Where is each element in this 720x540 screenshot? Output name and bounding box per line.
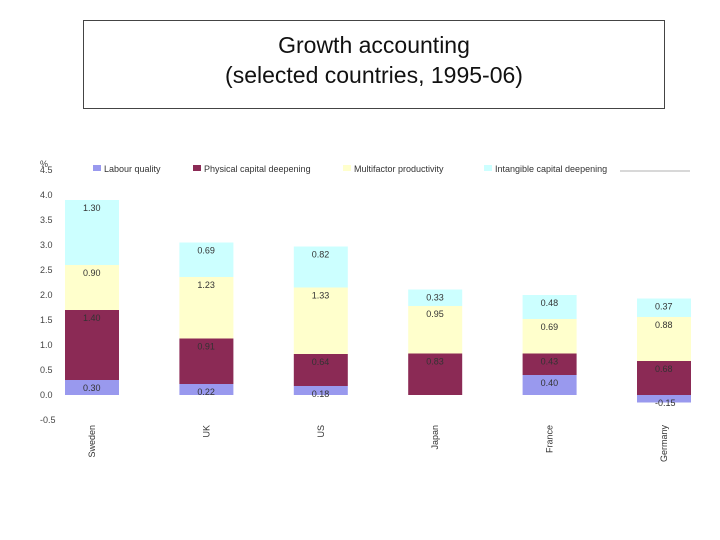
y-tick-label: 2.0 — [40, 290, 53, 300]
data-label: 0.40 — [541, 378, 559, 388]
bar-segment — [293, 354, 348, 386]
data-label: 1.30 — [83, 203, 101, 213]
y-tick-label: 4.5 — [40, 165, 53, 175]
bar-segment — [522, 295, 577, 319]
bar-segment — [637, 361, 691, 395]
legend-swatch — [484, 165, 492, 171]
data-label: 0.18 — [312, 389, 330, 399]
data-label: 1.23 — [197, 280, 215, 290]
chart-title: Growth accounting — [278, 32, 470, 58]
data-label: 0.48 — [541, 298, 559, 308]
category-label: Sweden — [87, 425, 97, 458]
data-label: 0.88 — [655, 320, 673, 330]
data-label: 0.68 — [655, 364, 673, 374]
bar-segment — [179, 338, 234, 384]
y-tick-label: 0.5 — [40, 365, 53, 375]
bar-segment — [522, 319, 577, 354]
data-label: 0.83 — [426, 357, 444, 367]
y-axis-label: % — [40, 159, 48, 169]
bar-segment — [179, 277, 234, 339]
data-label: 0.33 — [426, 293, 444, 303]
legend-swatch — [343, 165, 351, 171]
bar-segment — [65, 380, 119, 395]
data-label: 0.43 — [541, 357, 559, 367]
data-label: 0.82 — [312, 250, 330, 260]
category-label: Germany — [659, 425, 669, 463]
bar-segment — [637, 298, 691, 317]
y-tick-label: 1.5 — [40, 315, 53, 325]
y-tick-label: 3.0 — [40, 240, 53, 250]
chart-subtitle: (selected countries, 1995-06) — [225, 62, 523, 88]
legend-label: Labour quality — [104, 164, 161, 174]
y-tick-label: 3.5 — [40, 215, 53, 225]
data-label: 0.91 — [197, 342, 215, 352]
bar-segment — [65, 265, 119, 310]
data-label: 0.64 — [312, 357, 330, 367]
y-tick-label: 0.0 — [40, 390, 53, 400]
bar-segment — [179, 384, 234, 395]
data-label: 0.37 — [655, 302, 673, 312]
category-label: Japan — [430, 425, 440, 450]
legend-swatch — [93, 165, 101, 171]
bar-segment — [293, 246, 348, 288]
data-label: 1.40 — [83, 313, 101, 323]
data-label: 0.90 — [83, 268, 101, 278]
bar-segment — [637, 317, 691, 361]
data-label: 0.69 — [541, 322, 559, 332]
category-label: UK — [201, 425, 211, 438]
y-tick-label: 1.0 — [40, 340, 53, 350]
bar-segment — [65, 200, 119, 265]
bar-segment — [637, 395, 691, 403]
legend-label: Intangible capital deepening — [495, 164, 607, 174]
bar-segment — [408, 353, 463, 395]
y-tick-label: -0.5 — [40, 415, 56, 425]
data-label: 0.69 — [197, 246, 215, 256]
chart-title-box: Growth accounting (selected countries, 1… — [83, 20, 665, 109]
bar-segment — [408, 306, 463, 354]
data-label: 0.95 — [426, 309, 444, 319]
bar-segment — [293, 386, 348, 395]
legend-swatch — [193, 165, 201, 171]
bar-segment — [179, 242, 234, 277]
y-tick-label: 2.5 — [40, 265, 53, 275]
legend-label: Physical capital deepening — [204, 164, 311, 174]
data-label: -0.15 — [655, 398, 676, 408]
bar-segment — [293, 287, 348, 354]
bar-segment — [65, 310, 119, 380]
bar-segment — [408, 289, 463, 306]
category-label: US — [316, 425, 326, 438]
category-label: France — [545, 425, 555, 453]
data-label: 1.33 — [312, 291, 330, 301]
y-tick-label: 4.0 — [40, 190, 53, 200]
bar-segment — [522, 375, 577, 395]
legend-label: Multifactor productivity — [354, 164, 444, 174]
data-label: 0.30 — [83, 383, 101, 393]
data-label: 0.22 — [197, 387, 215, 397]
bar-segment — [522, 353, 577, 375]
